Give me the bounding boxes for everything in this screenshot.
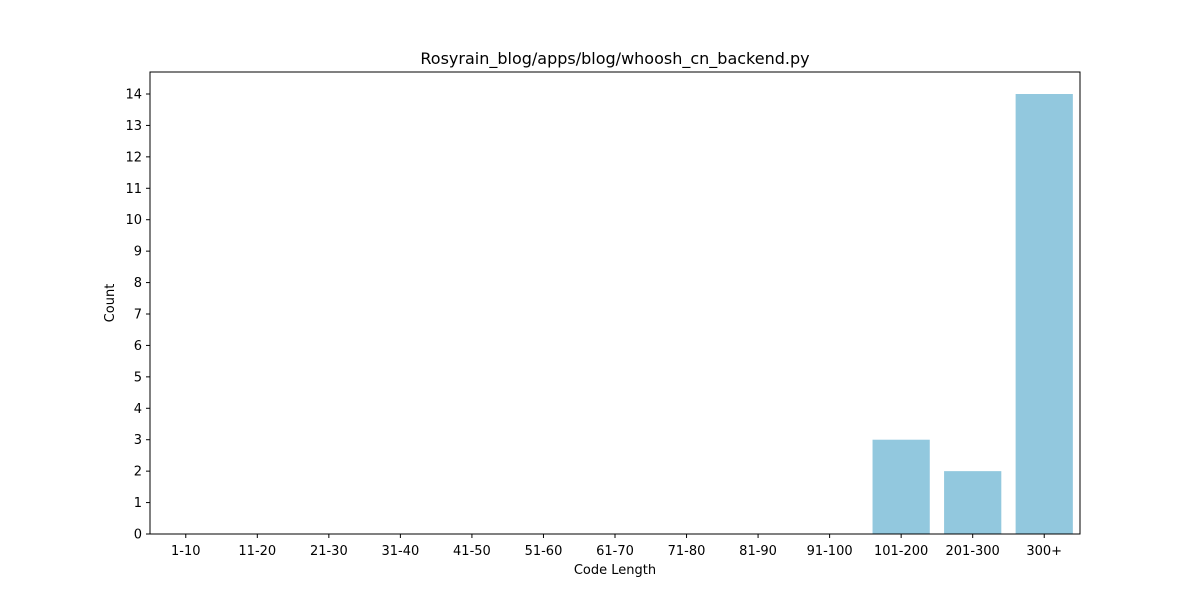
y-tick-label: 14: [125, 88, 142, 103]
x-tick-label: 41-50: [453, 544, 491, 559]
chart-title: Rosyrain_blog/apps/blog/whoosh_cn_backen…: [420, 49, 809, 69]
bars-group: [872, 94, 1073, 534]
x-tick-label: 31-40: [381, 544, 419, 559]
y-tick-label: 1: [134, 496, 142, 511]
bar-300+: [1015, 94, 1073, 534]
y-tick-label: 9: [134, 245, 142, 260]
y-tick-label: 4: [134, 402, 142, 417]
y-tick-label: 0: [134, 528, 142, 543]
x-tick-label: 300+: [1026, 544, 1062, 559]
plot-frame: [149, 71, 1081, 535]
x-tick-label: 71-80: [668, 544, 706, 559]
x-axis-ticks: 1-10 11-20 21-30 31-40 41-50 51-60 61-70 71-80 8…: [171, 534, 1062, 559]
x-tick-label: 81-90: [739, 544, 777, 559]
x-tick-label: 1-10: [171, 544, 201, 559]
y-tick-label: 2: [134, 465, 142, 480]
y-tick-label: 13: [125, 119, 142, 134]
x-tick-label: 61-70: [596, 544, 634, 559]
y-tick-label: 5: [134, 370, 142, 385]
y-tick-label: 8: [134, 276, 142, 291]
x-tick-label: 21-30: [310, 544, 348, 559]
x-tick-label: 51-60: [525, 544, 563, 559]
y-tick-label: 10: [125, 213, 142, 228]
x-axis-label: Code Length: [574, 563, 656, 578]
y-tick-label: 11: [125, 182, 142, 197]
x-tick-label: 101-200: [874, 544, 928, 559]
bar-201-300: [944, 471, 1002, 534]
y-axis-label: Count: [103, 284, 118, 323]
x-tick-label: 91-100: [807, 544, 853, 559]
x-tick-label: 201-300: [946, 544, 1000, 559]
y-tick-label: 6: [134, 339, 142, 354]
y-tick-label: 3: [134, 433, 142, 448]
y-tick-label: 7: [134, 308, 142, 323]
bar-101-200: [872, 439, 930, 534]
y-tick-label: 12: [125, 150, 142, 165]
x-tick-label: 11-20: [238, 544, 276, 559]
